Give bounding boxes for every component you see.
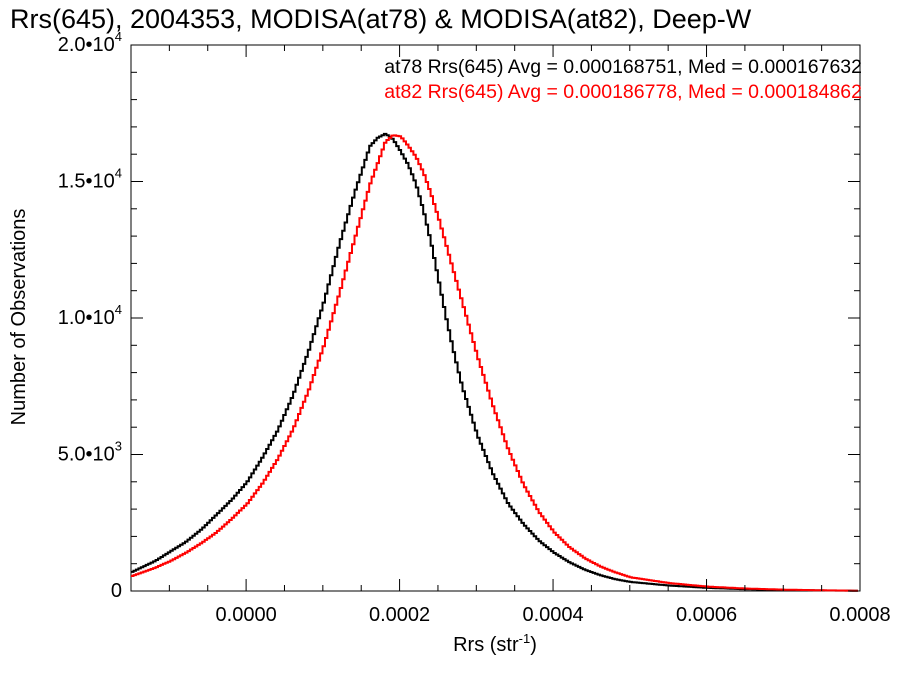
- x-axis-label: Rrs (str-1): [453, 631, 537, 656]
- x-tick-label-1: 0.0002: [369, 604, 430, 626]
- plot-frame: [130, 44, 861, 592]
- x-axis-label-close: ): [530, 634, 537, 656]
- y-axis-label: Number of Observations: [8, 209, 30, 426]
- y-tick-label-3: 1.5•104: [58, 166, 122, 193]
- y-tick-label-2: 1.0•104: [58, 302, 122, 329]
- y-tick-label-4: 2.0•104: [58, 29, 122, 56]
- series-line-0: [131, 132, 858, 592]
- legend-entry-at78: at78 Rrs(645) Avg = 0.000168751, Med = 0…: [384, 56, 862, 78]
- series-line-1: [131, 134, 858, 592]
- x-axis-label-superscript: -1: [519, 631, 531, 646]
- y-tick-label-0: 0: [111, 580, 122, 602]
- y-tick-label-1: 5.0•103: [58, 439, 122, 466]
- x-tick-label-4: 0.0008: [829, 604, 890, 626]
- x-tick-label-3: 0.0006: [676, 604, 737, 626]
- tick-layer: 0.0000 0.0002 0.0004 0.0006 0.0008 0 5.0•103 1.…: [58, 29, 891, 626]
- legend-entry-at82: at82 Rrs(645) Avg = 0.000186778, Med = 0…: [384, 81, 862, 103]
- x-tick-label-0: 0.0000: [216, 604, 277, 626]
- x-tick-label-2: 0.0004: [522, 604, 583, 626]
- series-layer: [131, 132, 858, 592]
- chart-title: Rrs(645), 2004353, MODISA(at78) & MODISA…: [10, 4, 752, 34]
- x-axis-label-text: Rrs (str: [453, 634, 519, 656]
